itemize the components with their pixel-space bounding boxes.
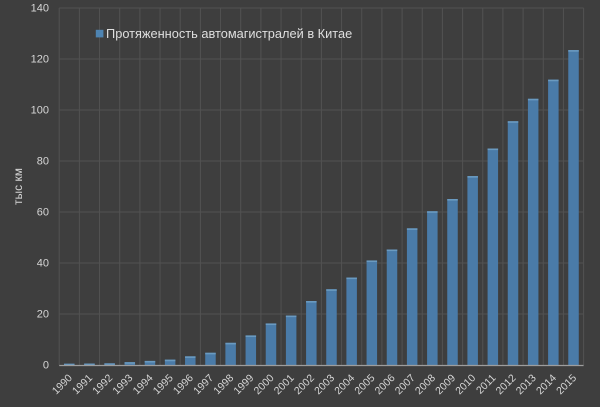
svg-text:40: 40 bbox=[37, 258, 49, 270]
svg-text:тыс км: тыс км bbox=[11, 168, 25, 205]
svg-text:100: 100 bbox=[31, 105, 49, 117]
svg-text:80: 80 bbox=[37, 156, 49, 168]
svg-text:0: 0 bbox=[43, 360, 49, 372]
svg-text:60: 60 bbox=[37, 207, 49, 219]
svg-text:140: 140 bbox=[31, 3, 49, 15]
svg-text:Протяженность автомагистралей: Протяженность автомагистралей в Китае bbox=[106, 26, 352, 41]
svg-text:20: 20 bbox=[37, 309, 49, 321]
svg-text:120: 120 bbox=[31, 54, 49, 66]
